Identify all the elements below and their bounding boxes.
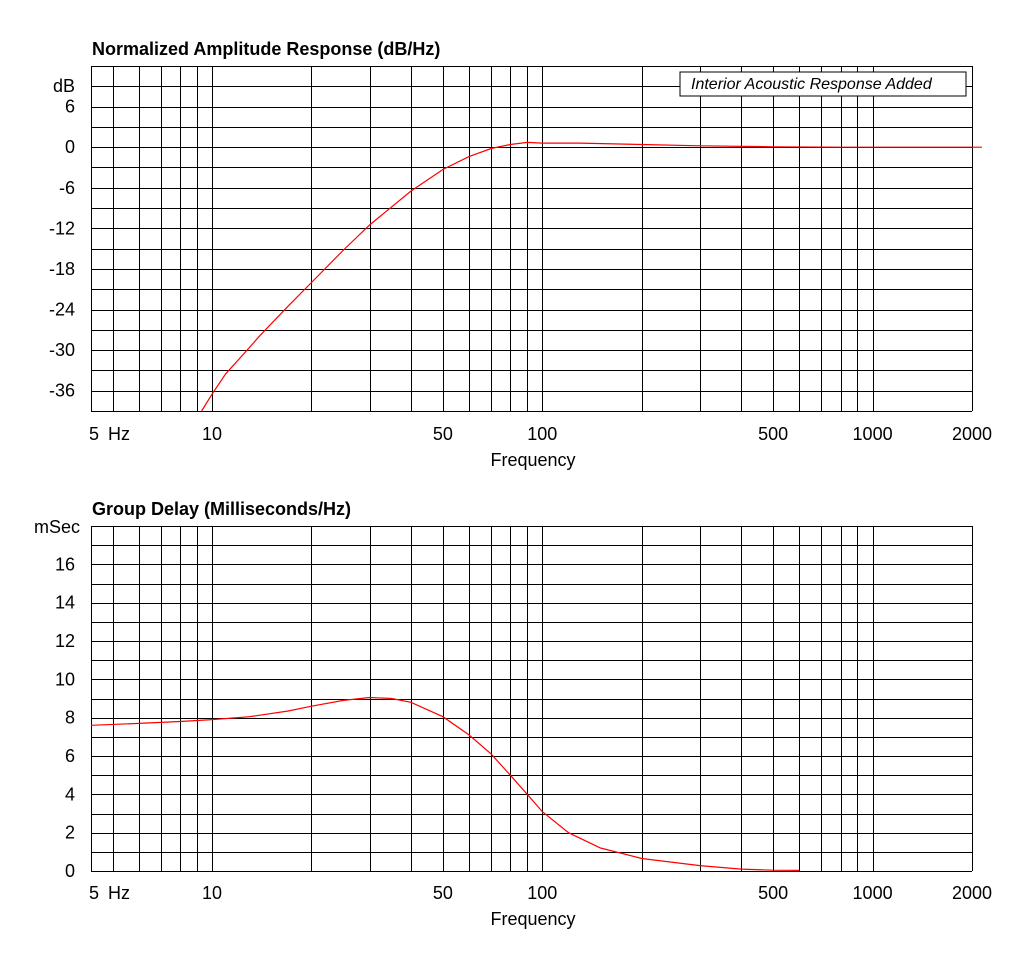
- y-tick-label: 4: [65, 784, 75, 804]
- y-tick-label: -18: [49, 259, 75, 279]
- x-tick-label: 10: [202, 424, 222, 444]
- series-group: [90, 696, 800, 872]
- x-tick-label: 1000: [853, 424, 893, 444]
- x-tick-label: 50: [433, 424, 453, 444]
- y-axis-unit: dB: [53, 76, 75, 96]
- amplitude-response-chart: Normalized Amplitude Response (dB/Hz) In…: [49, 39, 992, 470]
- y-tick-label: 16: [55, 554, 75, 574]
- grid: [91, 66, 973, 412]
- x-tick-label: 100: [527, 883, 557, 903]
- y-tick-label: -24: [49, 300, 75, 320]
- x-tick-label: 100: [527, 424, 557, 444]
- y-tick-label: 0: [65, 137, 75, 157]
- y-tick-label: -12: [49, 218, 75, 238]
- y-tick-label: 10: [55, 669, 75, 689]
- grid: [91, 526, 973, 872]
- y-tick-label: -30: [49, 340, 75, 360]
- chart-title: Normalized Amplitude Response (dB/Hz): [92, 39, 440, 59]
- group-delay-chart: Group Delay (Milliseconds/Hz) 16 14 12 10 8 6…: [34, 499, 992, 929]
- series-line: [90, 696, 800, 872]
- annotation-border: [679, 71, 967, 97]
- x-tick-label: 500: [758, 883, 788, 903]
- x-tick-labels: 10 50 100 500 1000 2000: [202, 883, 992, 903]
- annotation-text: Interior Acoustic Response Added: [691, 76, 933, 93]
- x-tick-labels: 10 50 100 500 1000 2000: [202, 424, 992, 444]
- series-group: [201, 141, 982, 412]
- y-tick-label: 6: [65, 97, 75, 117]
- y-tick-label: 2: [65, 823, 75, 843]
- x-tick-label: 1000: [853, 883, 893, 903]
- x-axis-label: Frequency: [490, 909, 575, 929]
- series-line: [201, 141, 841, 412]
- y-tick-label: 14: [55, 593, 75, 613]
- x-tick-label: 10: [202, 883, 222, 903]
- x-axis-label: Frequency: [490, 450, 575, 470]
- y-tick-labels: 6 0 -6 -12 -18 -24 -30 -36: [49, 97, 75, 401]
- y-tick-labels: 16 14 12 10 8 6 4 2 0: [55, 554, 75, 881]
- x-tick-label: 2000: [952, 883, 992, 903]
- y-tick-label: -36: [49, 381, 75, 401]
- x-tick-label: 2000: [952, 424, 992, 444]
- x-tick-unit: Hz: [108, 424, 130, 444]
- y-tick-label: -6: [59, 178, 75, 198]
- x-tick-label: 500: [758, 424, 788, 444]
- y-tick-label: 6: [65, 746, 75, 766]
- annotation-box: Interior Acoustic Response Added: [679, 71, 967, 97]
- x-tick-unit: Hz: [108, 883, 130, 903]
- y-tick-label: 12: [55, 631, 75, 651]
- y-axis-unit: mSec: [34, 517, 80, 537]
- chart-title: Group Delay (Milliseconds/Hz): [92, 499, 351, 519]
- y-tick-label: 8: [65, 708, 75, 728]
- x-tick-prefix: 5: [89, 883, 99, 903]
- x-tick-label: 50: [433, 883, 453, 903]
- x-tick-prefix: 5: [89, 424, 99, 444]
- y-tick-label: 0: [65, 861, 75, 881]
